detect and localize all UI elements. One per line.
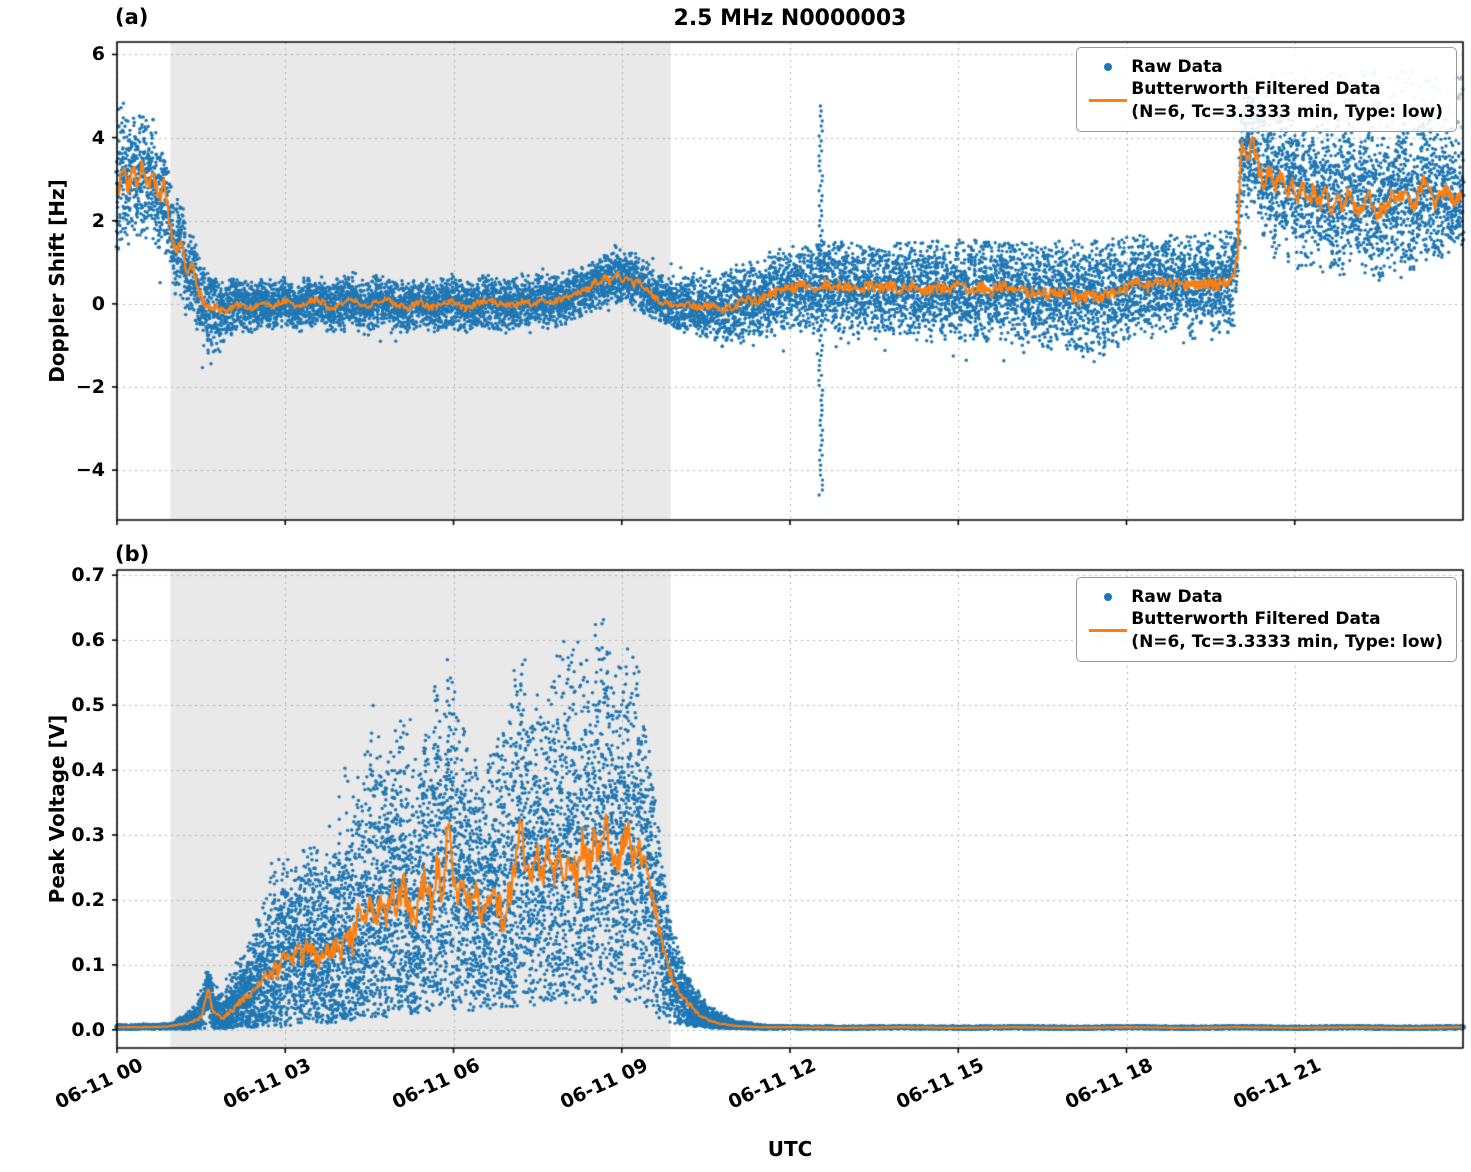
y-axis-label-voltage: Peak Voltage [V] [45, 714, 69, 904]
legend-item-raw: Raw Data [1085, 586, 1443, 608]
filtered-line-icon [1085, 99, 1131, 103]
y-tick-label: 0.5 [71, 694, 105, 717]
raw-data-dot-icon [1085, 63, 1131, 72]
y-tick-label: 0.4 [71, 759, 105, 782]
y-tick-label: 4 [91, 126, 105, 149]
y-tick-label: 0 [91, 292, 105, 315]
chart-title: 2.5 MHz N0000003 [673, 6, 907, 31]
raw-data-dot-icon [1085, 593, 1131, 602]
legend-filtered-label-1: Butterworth Filtered Data [1131, 609, 1381, 630]
legend-item-filtered: Butterworth Filtered Data (N=6, Tc=3.333… [1085, 608, 1443, 653]
y-tick-label: 0.0 [71, 1018, 105, 1041]
y-tick-label: 0.2 [71, 888, 105, 911]
panel-a-label: (a) [115, 5, 149, 29]
y-tick-label: −2 [75, 375, 105, 398]
legend-filtered-label-2: (N=6, Tc=3.3333 min, Type: low) [1131, 631, 1443, 652]
legend-raw-label: Raw Data [1131, 57, 1223, 77]
y-tick-label: 0.1 [71, 953, 105, 976]
legend-panel-b: Raw Data Butterworth Filtered Data (N=6,… [1076, 577, 1457, 663]
x-axis-label: UTC [767, 1137, 813, 1161]
panel-b-label: (b) [115, 542, 150, 566]
legend-filtered-label-1: Butterworth Filtered Data [1131, 79, 1381, 100]
legend-item-raw: Raw Data [1085, 56, 1443, 78]
y-tick-label: 6 [91, 43, 105, 66]
y-tick-label: −4 [75, 459, 105, 482]
legend-raw-label: Raw Data [1131, 587, 1223, 607]
legend-item-filtered: Butterworth Filtered Data (N=6, Tc=3.333… [1085, 78, 1443, 123]
y-tick-label: 2 [91, 209, 105, 232]
y-tick-label: 0.6 [71, 629, 105, 652]
y-tick-label: 0.3 [71, 823, 105, 846]
legend-panel-a: Raw Data Butterworth Filtered Data (N=6,… [1076, 47, 1457, 133]
filtered-line-icon [1085, 629, 1131, 633]
legend-filtered-label-2: (N=6, Tc=3.3333 min, Type: low) [1131, 101, 1443, 122]
y-tick-label: 0.7 [71, 564, 105, 587]
